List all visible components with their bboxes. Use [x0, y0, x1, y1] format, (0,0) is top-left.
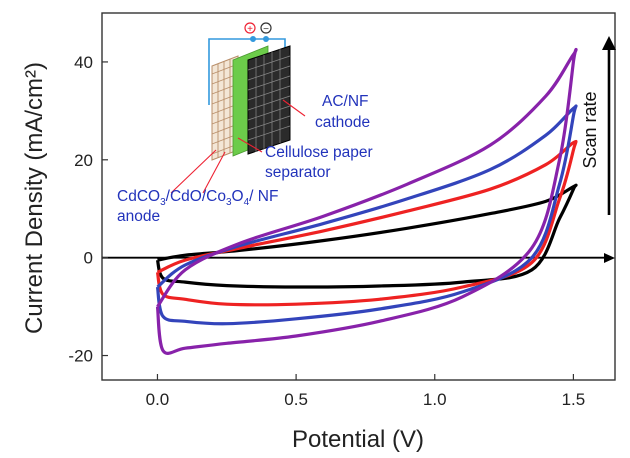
positive-terminal	[250, 36, 256, 42]
cathode-mesh-icon	[247, 45, 291, 155]
cathode-label-line1: AC/NF	[322, 93, 369, 110]
y-tick-label: 40	[74, 53, 93, 72]
x-tick-label: 0.5	[284, 390, 308, 409]
y-axis-title: Current Density (mA/cm²)	[21, 62, 48, 334]
cv-series-line-4	[155, 47, 578, 355]
x-ticks: 0.0 0.5 1.0 1.5	[146, 374, 586, 409]
plus-sign-text: +	[247, 24, 253, 35]
y-ticks: -20 0 20 40	[68, 53, 108, 366]
x-tick-label: 1.0	[423, 390, 447, 409]
cv-series-line-1	[155, 183, 578, 289]
y-tick-label: 0	[84, 249, 93, 268]
anode-formula-part-d: / NF	[249, 188, 278, 205]
cathode-pointer	[282, 99, 306, 117]
separator-label-line1: Cellulose paper	[265, 144, 373, 161]
y-tick-label: 20	[74, 151, 93, 170]
device-schematic: + −	[170, 22, 306, 194]
anode-formula-part-b: /CdO/Co	[166, 188, 226, 205]
scan-rate-arrowhead	[602, 36, 616, 50]
anode-pointer-2	[202, 151, 226, 194]
anode-formula-sub-4: 4	[244, 197, 250, 208]
scan-rate-indicator: Scan rate	[580, 36, 616, 215]
minus-sign-icon	[260, 22, 272, 34]
cathode-label-line2: cathode	[315, 114, 370, 131]
y-tick-label: -20	[68, 347, 93, 366]
separator-label-line2: separator	[265, 164, 330, 181]
anode-formula-part-c: O	[232, 188, 244, 205]
plus-sign-icon	[244, 22, 256, 34]
negative-terminal	[263, 36, 269, 42]
zero-axis-arrowhead	[604, 253, 615, 263]
anode-pointer-1	[170, 149, 217, 194]
minus-sign-text: −	[263, 24, 269, 35]
x-tick-label: 0.0	[146, 390, 170, 409]
cv-curves	[155, 47, 578, 355]
separator-pointer	[237, 137, 263, 153]
x-axis-title: Potential (V)	[292, 426, 424, 453]
cv-series-line-3	[155, 104, 578, 326]
anode-formula-sub-3b: 3	[226, 197, 232, 208]
x-tick-label: 1.5	[562, 390, 586, 409]
anode-formula-sub-3: 3	[160, 197, 166, 208]
cv-series-line-2	[155, 139, 578, 307]
anode-formula-part-a: CdCO	[117, 188, 160, 205]
plot-frame	[101, 12, 616, 381]
scan-rate-label: Scan rate	[580, 91, 600, 168]
anode-label-line1: CdCO3/CdO/Co3O4/ NF	[117, 188, 278, 208]
anode-label-line2: anode	[117, 208, 160, 225]
